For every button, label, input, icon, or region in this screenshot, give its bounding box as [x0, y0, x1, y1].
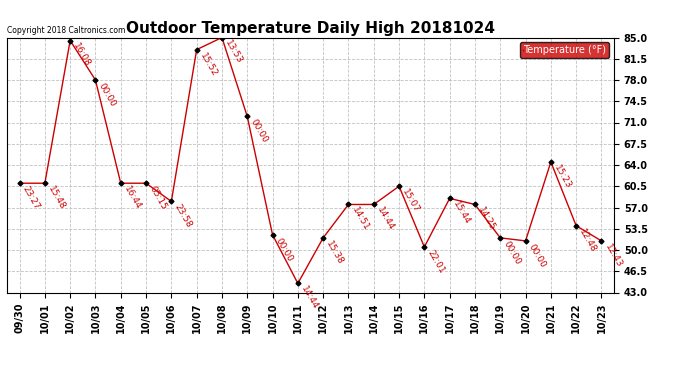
Text: 14:51: 14:51 [350, 206, 371, 232]
Title: Outdoor Temperature Daily High 20181024: Outdoor Temperature Daily High 20181024 [126, 21, 495, 36]
Text: 23:27: 23:27 [21, 184, 41, 211]
Text: 05:15: 05:15 [148, 184, 168, 211]
Text: 23:58: 23:58 [172, 203, 193, 229]
Text: 00:00: 00:00 [527, 242, 548, 269]
Text: 00:00: 00:00 [97, 81, 117, 108]
Text: 16:08: 16:08 [72, 42, 92, 69]
Text: 15:52: 15:52 [198, 51, 219, 78]
Text: 22:01: 22:01 [426, 248, 446, 275]
Text: 15:44: 15:44 [451, 200, 472, 226]
Text: 00:00: 00:00 [502, 239, 522, 266]
Text: 15:48: 15:48 [46, 184, 67, 211]
Legend: Temperature (°F): Temperature (°F) [520, 42, 609, 58]
Text: 00:00: 00:00 [274, 236, 295, 263]
Text: 13:53: 13:53 [224, 39, 244, 66]
Text: 12:48: 12:48 [578, 227, 598, 254]
Text: Copyright 2018 Caltronics.com: Copyright 2018 Caltronics.com [7, 26, 126, 35]
Text: 15:23: 15:23 [552, 164, 573, 190]
Text: 15:38: 15:38 [324, 239, 345, 266]
Text: 00:00: 00:00 [248, 118, 269, 145]
Text: 14:44: 14:44 [375, 206, 395, 232]
Text: 15:07: 15:07 [400, 188, 421, 214]
Text: 14:25: 14:25 [476, 206, 497, 232]
Text: 14:44: 14:44 [299, 285, 319, 311]
Text: 16:44: 16:44 [122, 184, 143, 211]
Text: 12:43: 12:43 [603, 242, 624, 269]
